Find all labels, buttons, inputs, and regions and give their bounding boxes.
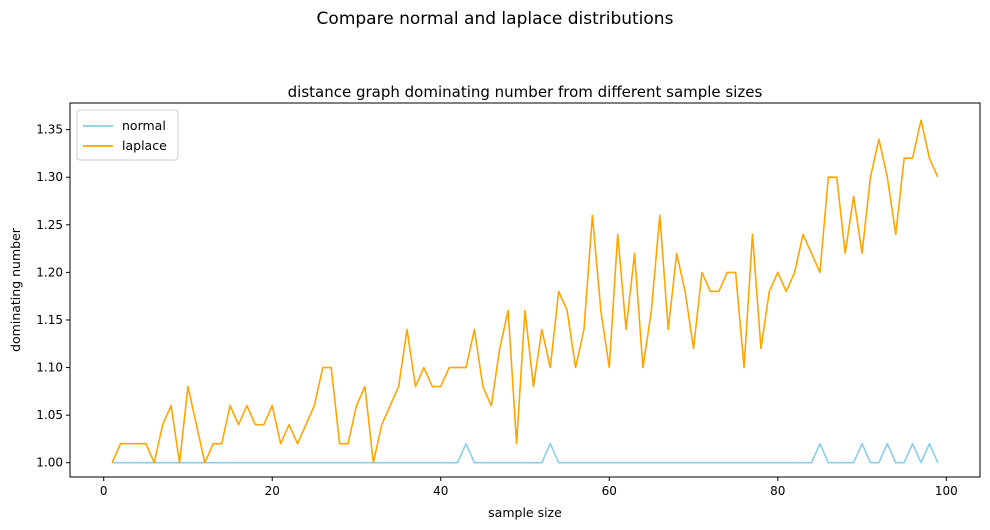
x-tick-label: 0 [100,484,108,498]
x-axis-label: sample size [488,505,562,520]
y-tick-label: 1.10 [36,361,63,375]
y-tick-label: 1.00 [36,456,63,470]
y-tick-label: 1.25 [36,218,63,232]
legend-label-laplace: laplace [122,138,167,153]
x-tick-label: 20 [265,484,280,498]
axes-frame [69,102,981,478]
y-axis: 1.00 1.05 1.10 1.15 1.20 1.25 1.30 1.35 [36,123,70,470]
series-line-laplace [111,119,939,464]
legend-box [76,109,179,161]
x-tick-label: 40 [433,484,448,498]
x-tick-label: 100 [935,484,958,498]
y-tick-label: 1.35 [36,123,63,137]
series-layer [111,119,939,464]
y-tick-label: 1.15 [36,313,63,327]
y-tick-label: 1.30 [36,170,63,184]
x-tick-label: 80 [770,484,785,498]
plot-area [70,103,980,477]
series-line-normal [112,442,939,464]
figure-suptitle: Compare normal and laplace distributions [317,9,674,29]
x-axis: 0 20 40 60 80 100 [100,477,958,498]
y-tick-label: 1.20 [36,265,63,279]
y-tick-label: 1.05 [36,408,63,422]
legend-label-normal: normal [122,118,166,133]
chart-title: distance graph dominating number from di… [288,83,763,101]
legend: normal laplace [76,109,179,161]
y-axis-label: dominating number [8,227,23,352]
x-tick-label: 60 [602,484,617,498]
